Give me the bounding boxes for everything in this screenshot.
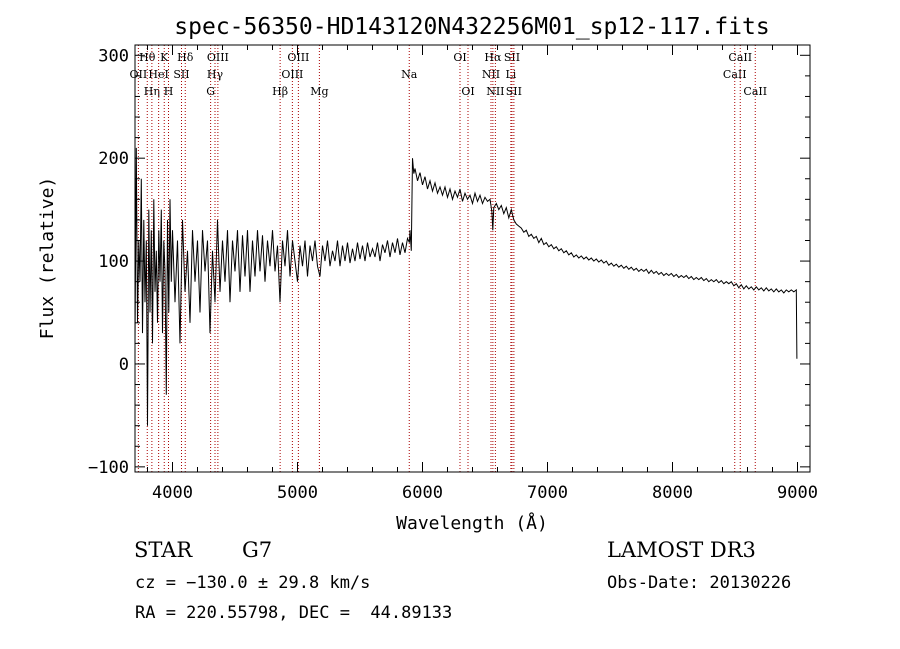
cz-velocity: cz = −130.0 ± 29.8 km/s [135, 573, 371, 593]
axis-ticks: 4000 5000 6000 7000 8000 9000 −100 0 100 200 300 [88, 45, 818, 503]
line-marker-label: Hη [144, 85, 160, 98]
spectrum-series-line [134, 147, 798, 426]
line-marker-label: OII [130, 68, 148, 81]
line-marker-label: K [160, 51, 169, 64]
line-marker-label: OI [461, 85, 474, 98]
x-tick-label: 7000 [527, 483, 568, 503]
line-marker-label: G [206, 85, 215, 98]
line-marker-label: OI [453, 51, 466, 64]
line-marker-label: OIII [281, 68, 303, 81]
y-tick-label: 300 [98, 46, 129, 66]
object-subclass: G7 [242, 538, 273, 562]
line-marker-label: Hα [484, 51, 502, 64]
line-marker-label: Na [401, 68, 418, 81]
line-marker-label: Mg [310, 85, 328, 98]
y-tick-label: 0 [119, 355, 129, 375]
line-marker-label: SII [173, 68, 189, 81]
survey-name: LAMOST DR3 [607, 538, 756, 562]
line-marker-label: NII [486, 85, 504, 98]
line-marker-label: SII [504, 51, 520, 64]
x-tick-label: 5000 [277, 483, 318, 503]
x-tick-label: 4000 [152, 483, 193, 503]
x-tick-label: 6000 [402, 483, 443, 503]
plot-frame [134, 44, 811, 473]
y-tick-label: −100 [88, 458, 129, 478]
y-tick-label: 100 [98, 252, 129, 272]
chart-title: spec-56350-HD143120N432256M01_sp12-117.f… [174, 14, 769, 40]
object-class: STAR [134, 538, 193, 562]
x-tick-label: 8000 [652, 483, 693, 503]
y-axis-label: Flux (relative) [37, 177, 58, 340]
x-axis-label: Wavelength (Å) [396, 512, 548, 534]
line-marker-label: OIII [207, 51, 229, 64]
line-marker-label: Hβ [272, 85, 288, 98]
line-marker-label: HeI [148, 68, 168, 81]
line-marker-label: NII [482, 68, 500, 81]
obs-date: Obs-Date: 20130226 [607, 573, 792, 593]
line-marker-label: SII [506, 85, 522, 98]
x-tick-label: 9000 [777, 483, 818, 503]
line-marker-label: H [164, 85, 174, 98]
line-markers: OII Hθ Hη HeI K H SII Hδ G Hγ OIII Hβ OIII OIII Mg Na OI… [130, 45, 767, 472]
line-marker-label: Li [505, 68, 516, 81]
line-marker-label: Hγ [207, 68, 224, 81]
line-marker-label: CaII [723, 68, 747, 81]
y-tick-label: 200 [98, 149, 129, 169]
line-marker-label: OIII [287, 51, 309, 64]
line-marker-label: Hθ [139, 51, 156, 64]
coordinates: RA = 220.55798, DEC = 44.89133 [135, 603, 453, 623]
line-marker-label: CaII [743, 85, 767, 98]
line-marker-label: CaII [728, 51, 752, 64]
line-marker-label: Hδ [177, 51, 194, 64]
